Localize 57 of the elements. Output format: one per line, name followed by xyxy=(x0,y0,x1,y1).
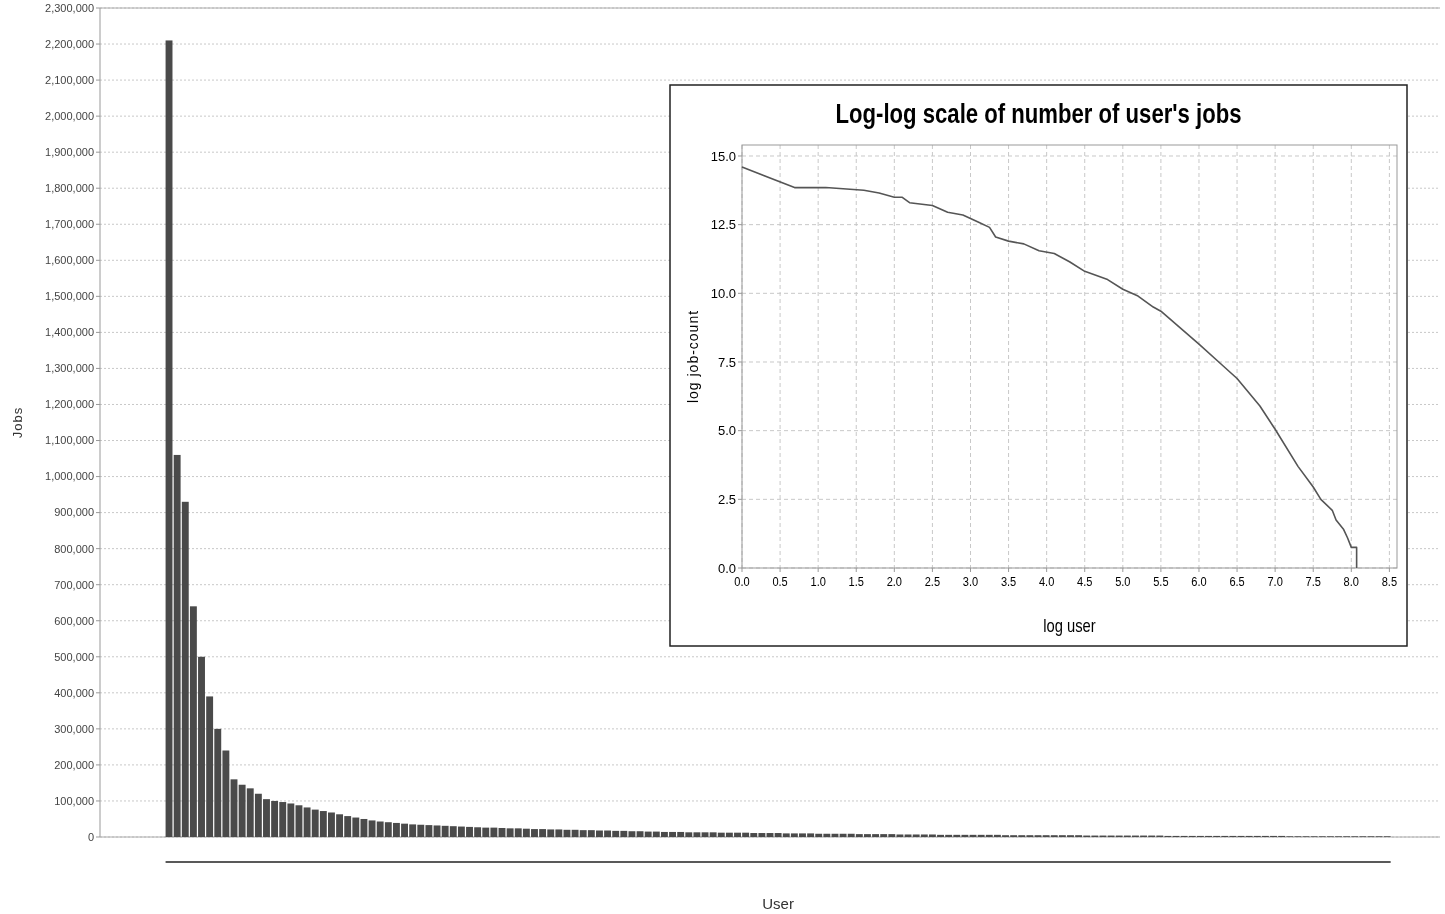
y-tick-label: 10.0 xyxy=(710,285,736,301)
y-tick-label: 0.0 xyxy=(717,560,736,576)
bar xyxy=(433,825,441,837)
y-tick-label: 400,000 xyxy=(54,686,94,699)
y-tick-label: 1,800,000 xyxy=(45,182,94,195)
x-tick-label: 4.5 xyxy=(1077,574,1093,590)
x-tick-label: 3.5 xyxy=(1000,574,1017,590)
y-tick-label: 1,300,000 xyxy=(45,362,94,375)
y-tick-label: 1,600,000 xyxy=(45,254,94,267)
x-tick-label: 4.0 xyxy=(1038,574,1055,590)
line-series xyxy=(741,166,1358,569)
y-tick-label: 1,500,000 xyxy=(45,290,94,303)
x-tick-label: 8.5 xyxy=(1381,574,1398,590)
y-axis-title: Jobs xyxy=(10,406,25,439)
y-tick-label: 2,000,000 xyxy=(45,109,94,122)
y-tick-label: 500,000 xyxy=(54,650,94,663)
y-tick-label: 5.0 xyxy=(717,423,736,439)
y-tick-label: 600,000 xyxy=(54,614,94,627)
x-tick-label: 6.0 xyxy=(1191,574,1207,590)
y-tick-label: 1,000,000 xyxy=(45,470,94,483)
y-tick-label: 900,000 xyxy=(54,506,94,519)
y-tick-label: 1,200,000 xyxy=(45,398,94,411)
y-tick-label: 200,000 xyxy=(54,758,94,771)
y-tick-label: 100,000 xyxy=(54,794,94,807)
y-tick-label: 2,200,000 xyxy=(45,37,94,50)
x-tick-label: 5.0 xyxy=(1115,574,1131,590)
y-tick-label: 2,300,000 xyxy=(45,1,94,14)
y-tick-label: 800,000 xyxy=(54,542,94,555)
y-tick-label: 2.5 xyxy=(717,491,736,507)
x-tick-label: 8.0 xyxy=(1343,574,1360,590)
chart-title: Log-log scale of number of user's jobs xyxy=(835,98,1242,129)
x-axis-title: User xyxy=(762,895,794,912)
y-tick-label: 15.0 xyxy=(710,148,736,164)
bar xyxy=(701,832,709,837)
x-tick-label: 0.0 xyxy=(734,574,750,590)
y-tick-label: 12.5 xyxy=(710,217,736,233)
y-tick-label: 700,000 xyxy=(54,578,94,591)
y-tick-label: 1,400,000 xyxy=(45,326,94,339)
y-tick-label: 1,100,000 xyxy=(45,434,94,447)
x-tick-label: 7.5 xyxy=(1305,574,1322,590)
x-axis-title: log user xyxy=(1043,615,1097,636)
y-tick-label: 1,700,000 xyxy=(45,218,94,231)
x-tick-label: 7.0 xyxy=(1267,574,1284,590)
x-tick-label: 3.0 xyxy=(962,574,979,590)
x-tick-label: 1.5 xyxy=(848,574,865,590)
y-tick-label: 300,000 xyxy=(54,722,94,735)
y-tick-label: 2,100,000 xyxy=(45,73,94,86)
x-tick-label: 6.5 xyxy=(1229,574,1245,590)
x-tick-label: 2.0 xyxy=(886,574,903,590)
y-tick-label: 1,900,000 xyxy=(45,146,94,159)
x-tick-label: 1.0 xyxy=(810,574,827,590)
y-axis-title: log job-count xyxy=(685,309,701,404)
x-tick-label: 2.5 xyxy=(924,574,941,590)
y-tick-label: 7.5 xyxy=(717,354,736,370)
x-tick-label: 0.5 xyxy=(772,574,789,590)
x-tick-label: 5.5 xyxy=(1153,574,1169,590)
y-tick-label: 0 xyxy=(87,830,94,843)
